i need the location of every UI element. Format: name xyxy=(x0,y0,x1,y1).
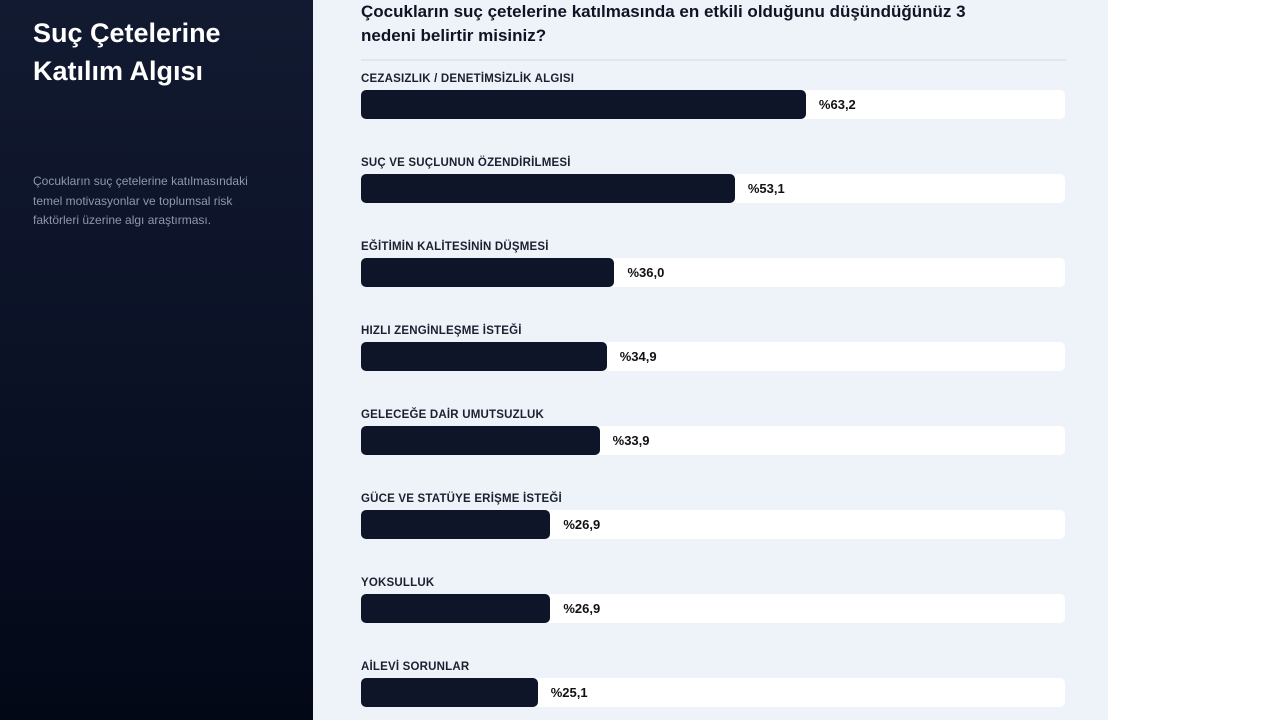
bar-row: SUÇ VE SUÇLUNUN ÖZENDİRİLMESİ %53,1 xyxy=(361,157,1066,203)
sidebar: Suç Çetelerine Katılım Algısı Çocukların… xyxy=(0,0,313,720)
category-label: GÜCE VE STATÜYE ERİŞME İSTEĞİ xyxy=(361,493,562,505)
bar-row: CEZASIZLIK / DENETİMSİZLİK ALGISI %63,2 xyxy=(361,73,1066,119)
bar-track: %36,0 xyxy=(361,258,1065,287)
value-label: %34,9 xyxy=(619,349,657,364)
value-label: %36,0 xyxy=(627,265,665,280)
category-label: YOKSULLUK xyxy=(361,577,435,589)
bar-row: GÜCE VE STATÜYE ERİŞME İSTEĞİ %26,9 xyxy=(361,493,1066,539)
bar xyxy=(361,258,615,287)
bar xyxy=(361,342,607,371)
bar-row: YOKSULLUK %26,9 xyxy=(361,577,1066,623)
bar-row: EĞİTİMİN KALİTESİNİN DÜŞMESİ %36,0 xyxy=(361,241,1066,287)
category-label: CEZASIZLIK / DENETİMSİZLİK ALGISI xyxy=(361,73,575,85)
value-label: %26,9 xyxy=(563,601,601,616)
chart-panel: Çocukların suç çetelerine katılmasında e… xyxy=(313,0,1108,720)
value-label: %25,1 xyxy=(550,685,588,700)
bar-track: %26,9 xyxy=(361,594,1065,623)
category-label: GELECEĞE DAİR UMUTSUZLUK xyxy=(361,409,545,421)
bar-track: %63,2 xyxy=(361,90,1065,119)
bar-row: GELECEĞE DAİR UMUTSUZLUK %33,9 xyxy=(361,409,1066,455)
value-label: %33,9 xyxy=(612,433,650,448)
bar xyxy=(361,678,538,707)
bar xyxy=(361,90,806,119)
divider xyxy=(361,59,1066,61)
sidebar-description: Çocukların suç çetelerine katılmasındaki… xyxy=(33,174,248,227)
bar xyxy=(361,174,735,203)
value-label: %26,9 xyxy=(563,517,601,532)
chart-title: Çocukların suç çetelerine katılmasında e… xyxy=(361,2,966,45)
value-label: %63,2 xyxy=(818,97,856,112)
bar-row: AİLEVİ SORUNLAR %25,1 xyxy=(361,661,1066,707)
bar xyxy=(361,510,551,539)
bar-track: %34,9 xyxy=(361,342,1065,371)
category-label: SUÇ VE SUÇLUNUN ÖZENDİRİLMESİ xyxy=(361,157,571,169)
sidebar-title: Suç Çetelerine Katılım Algısı xyxy=(33,18,221,86)
category-label: HIZLI ZENGİNLEŞME İSTEĞİ xyxy=(361,325,522,337)
bar-row: HIZLI ZENGİNLEŞME İSTEĞİ %34,9 xyxy=(361,325,1066,371)
category-label: AİLEVİ SORUNLAR xyxy=(361,661,470,673)
bar-track: %33,9 xyxy=(361,426,1065,455)
bar xyxy=(361,426,600,455)
bar-track: %26,9 xyxy=(361,510,1065,539)
bar xyxy=(361,594,551,623)
value-label: %53,1 xyxy=(747,181,785,196)
bar-track: %53,1 xyxy=(361,174,1065,203)
category-label: EĞİTİMİN KALİTESİNİN DÜŞMESİ xyxy=(361,241,549,253)
bar-track: %25,1 xyxy=(361,678,1065,707)
